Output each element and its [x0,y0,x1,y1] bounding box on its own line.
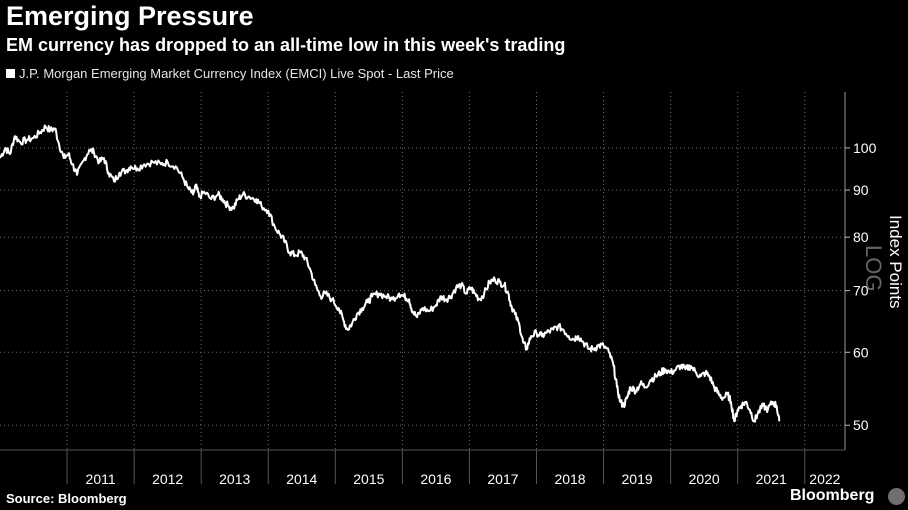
y-tick-label: 80 [853,229,869,245]
chart-title: Emerging Pressure [6,1,254,31]
y-tick-label: 70 [853,283,869,299]
x-tick-label: 2021 [756,471,787,487]
x-tick-label: 2022 [809,471,840,487]
legend-label: J.P. Morgan Emerging Market Currency Ind… [19,66,454,81]
legend-swatch [6,69,15,78]
y-axis-label: Index Points [886,215,905,309]
grid-layer [0,92,845,450]
x-tick-label: 2015 [353,471,384,487]
y-tick-label: 60 [853,344,869,360]
y-tick-label: 50 [853,417,869,433]
y-tick-label: 100 [853,140,877,156]
x-tick-label: 2016 [420,471,451,487]
axis-layer: 50 60 70 80 90 100 2011 2012 2013 2014 2015 2016 201… [0,92,877,487]
series-line-emci [0,124,781,423]
x-tick-label: 2019 [622,471,653,487]
x-tick-label: 2012 [152,471,183,487]
source-note: Source: Bloomberg [6,491,127,506]
brand-logo-icon [888,488,905,505]
chart-subtitle: EM currency has dropped to an all-time l… [6,35,566,55]
x-tick-label: 2020 [689,471,720,487]
x-tick-label: 2014 [286,471,317,487]
y-tick-label: 90 [853,182,869,198]
x-tick-label: 2011 [86,471,116,487]
legend: J.P. Morgan Emerging Market Currency Ind… [6,66,454,81]
brand-name: Bloomberg [790,487,875,504]
log-scale-mark: LOG [861,245,886,291]
x-tick-label: 2017 [487,471,518,487]
x-tick-label: 2018 [554,471,585,487]
x-tick-label: 2013 [219,471,250,487]
